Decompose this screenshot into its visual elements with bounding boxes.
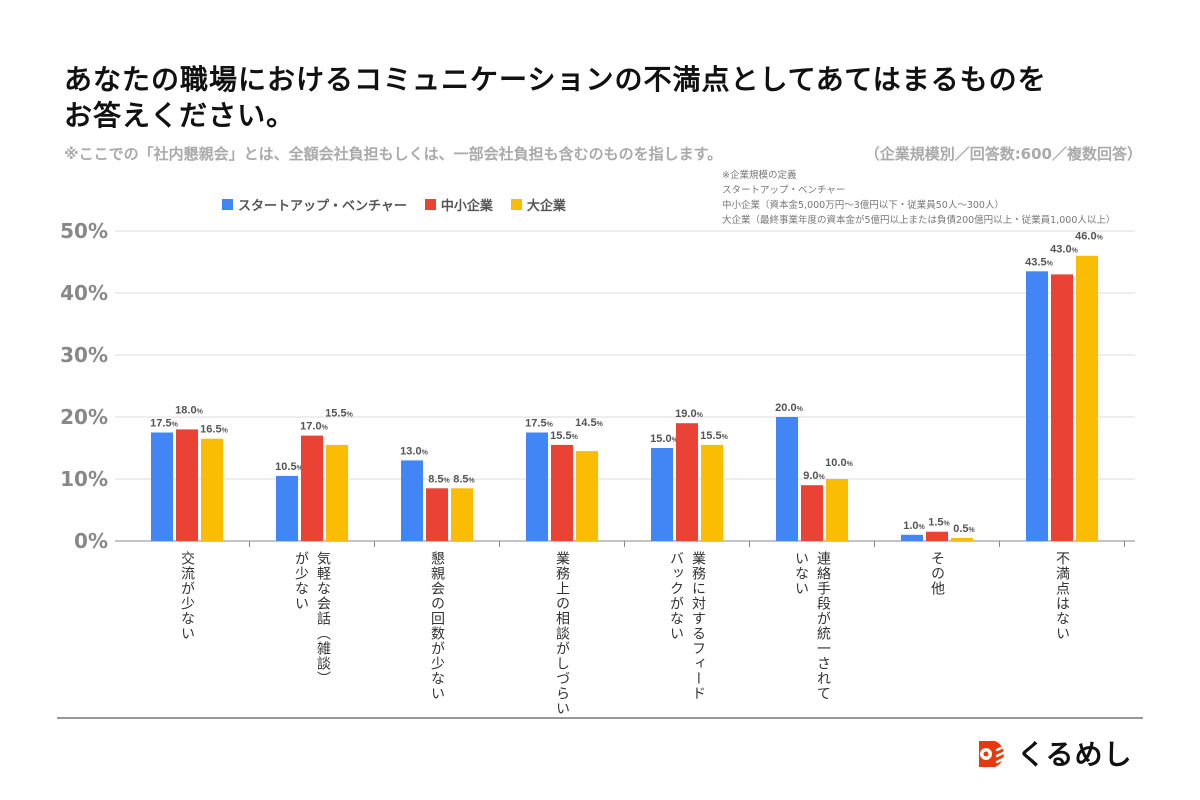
x-category-label: 業務に対するフィード バックがない <box>668 551 706 701</box>
definition-note: ※企業規模の定義 スタートアップ・ベンチャー 中小企業（資本金5,000万円〜3… <box>722 168 1115 228</box>
bar <box>401 460 423 541</box>
survey-meta: （企業規模別／回答数:600／複数回答） <box>864 145 1142 163</box>
y-tick-label: 30% <box>60 343 108 367</box>
legend: スタートアップ・ベンチャー 中小企業 大企業 <box>222 195 566 214</box>
bar <box>901 534 923 541</box>
data-label: 19.0% <box>675 408 703 420</box>
bar <box>176 429 198 541</box>
legend-swatch <box>424 199 436 210</box>
bar <box>801 485 823 541</box>
logo-text: くるめし <box>1017 738 1133 771</box>
bar <box>1026 271 1048 541</box>
bar <box>276 475 298 541</box>
data-label: 18.0% <box>175 405 203 417</box>
logo-icon <box>979 741 1007 767</box>
data-label: 10.0% <box>825 457 853 469</box>
definition-sme: 中小企業（資本金5,000万円〜3億円以下・従業員50人〜300人） <box>722 200 1004 211</box>
legend-item-large: 大企業 <box>510 195 566 214</box>
data-label: 43.0% <box>1050 243 1078 255</box>
bar <box>326 444 348 541</box>
data-label: 8.5% <box>428 473 450 485</box>
data-label: 17.5% <box>525 418 553 430</box>
bar <box>576 451 598 541</box>
bar <box>151 432 173 541</box>
bar <box>676 423 698 541</box>
data-label: 15.0% <box>650 433 678 445</box>
data-label: 1.5% <box>928 517 950 529</box>
data-label: 9.0% <box>803 470 825 482</box>
bar <box>201 438 223 541</box>
x-category-label: 業務上の相談がしづらい <box>554 551 570 716</box>
data-label: 8.5% <box>453 473 475 485</box>
definition-startup: スタートアップ・ベンチャー <box>722 185 846 196</box>
legend-item-startup: スタートアップ・ベンチャー <box>222 195 407 214</box>
definition-heading: ※企業規模の定義 <box>722 170 797 181</box>
y-tick-label: 0% <box>74 529 108 553</box>
legend-label: スタートアップ・ベンチャー <box>238 199 407 214</box>
data-label: 20.0% <box>775 402 803 414</box>
data-label: 1.0% <box>903 520 925 532</box>
data-label: 14.5% <box>575 417 603 429</box>
legend-label: 大企業 <box>526 199 566 214</box>
y-tick-label: 10% <box>60 467 108 491</box>
definition-large: 大企業（最終事業年度の資本金が5億円以上または負債200億円以上・従業員1,00… <box>722 215 1116 226</box>
legend-item-sme: 中小企業 <box>424 195 493 214</box>
y-tick-label: 40% <box>60 281 108 305</box>
data-label: 0.5% <box>953 523 975 535</box>
bar <box>826 479 848 541</box>
data-label: 15.5% <box>550 430 578 442</box>
data-label: 13.0% <box>400 445 428 457</box>
bar <box>951 537 973 541</box>
chart-title: あなたの職場におけるコミュニケーションの不満点としてあてはまるものを お答えくだ… <box>64 62 1047 134</box>
bar <box>451 488 473 541</box>
data-label: 10.5% <box>275 461 303 473</box>
y-tick-label: 20% <box>60 405 108 429</box>
title-line-2: お答えください。 <box>64 99 296 132</box>
y-tick-label: 50% <box>60 219 108 243</box>
bar <box>551 444 573 541</box>
bar <box>926 531 948 541</box>
x-category-label: 懇親会の回数が少ない <box>429 551 445 701</box>
data-label: 15.5% <box>325 408 353 420</box>
bar <box>426 488 448 541</box>
legend-swatch <box>222 199 233 210</box>
data-label: 17.0% <box>300 421 328 433</box>
title-line-1: あなたの職場におけるコミュニケーションの不満点としてあてはまるものを <box>64 63 1047 96</box>
bar <box>526 432 548 541</box>
legend-swatch <box>510 199 522 210</box>
data-label: 15.5% <box>700 430 728 442</box>
kurumeshi-logo: くるめし <box>975 733 1132 773</box>
x-category-label: 交流が少ない <box>179 551 195 641</box>
bar <box>701 444 723 541</box>
data-label: 16.5% <box>200 424 228 436</box>
bar <box>1051 274 1073 541</box>
subtitle: ※ここでの「社内懇親会」とは、全額会社負担もしくは、一部会社負担も含むのものを指… <box>64 145 723 163</box>
x-category-label: その他 <box>929 551 945 596</box>
data-label: 17.5% <box>150 418 178 430</box>
legend-label: 中小企業 <box>440 199 493 214</box>
x-category-label: 不満点はない <box>1054 551 1070 641</box>
data-label: 43.5% <box>1025 256 1053 268</box>
x-category-label: 連絡手段が統一されて いない <box>793 551 831 701</box>
bar <box>301 435 323 541</box>
x-category-label: 気軽な会話（雑談） が少ない <box>293 551 331 686</box>
bar <box>651 448 673 541</box>
data-label: 46.0% <box>1075 230 1103 242</box>
bar <box>1076 255 1098 542</box>
bar <box>776 417 798 541</box>
bottom-divider <box>57 717 1143 719</box>
